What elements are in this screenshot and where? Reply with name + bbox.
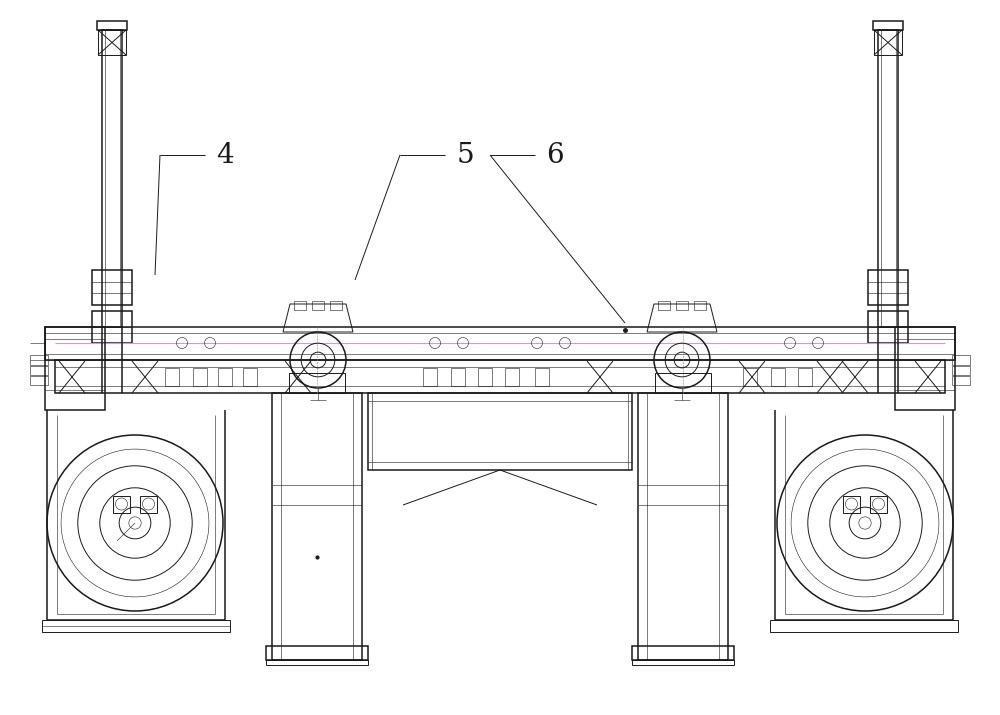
Bar xyxy=(694,301,706,310)
Bar xyxy=(165,368,179,386)
Bar xyxy=(535,368,549,386)
Bar xyxy=(952,355,970,365)
Bar xyxy=(873,21,903,30)
Bar xyxy=(294,301,306,310)
Bar xyxy=(330,301,342,310)
Bar xyxy=(30,366,48,375)
Bar xyxy=(798,368,812,386)
Bar xyxy=(658,301,670,310)
Bar xyxy=(266,660,368,665)
Text: 6: 6 xyxy=(546,142,564,169)
Text: 4: 4 xyxy=(216,142,234,169)
Bar xyxy=(30,376,48,385)
Bar xyxy=(113,496,130,513)
Bar xyxy=(193,368,207,386)
Bar xyxy=(478,368,492,386)
Bar xyxy=(98,30,126,55)
Bar xyxy=(632,660,734,665)
Bar xyxy=(638,393,728,660)
Bar xyxy=(45,327,955,360)
Bar xyxy=(952,376,970,385)
Bar xyxy=(771,368,785,386)
Bar xyxy=(97,21,127,30)
Bar xyxy=(870,496,887,513)
Bar xyxy=(92,270,132,305)
Bar xyxy=(102,30,122,327)
Bar xyxy=(676,301,688,310)
Bar xyxy=(266,646,368,660)
Bar xyxy=(243,368,257,386)
Bar xyxy=(55,360,945,393)
Bar xyxy=(218,368,232,386)
Bar xyxy=(655,373,711,393)
Bar xyxy=(423,368,437,386)
Bar xyxy=(770,620,958,632)
Bar xyxy=(632,646,734,660)
Bar xyxy=(843,496,860,513)
Bar xyxy=(45,327,105,410)
Bar xyxy=(743,368,757,386)
Bar xyxy=(368,393,632,470)
Bar xyxy=(895,327,955,410)
Bar xyxy=(272,393,362,660)
Bar xyxy=(868,270,908,305)
Bar xyxy=(451,368,465,386)
Bar xyxy=(289,373,345,393)
Bar xyxy=(952,366,970,375)
Bar xyxy=(30,355,48,365)
Bar xyxy=(874,30,902,55)
Bar xyxy=(505,368,519,386)
Bar xyxy=(140,496,157,513)
Bar xyxy=(868,311,908,343)
Bar xyxy=(42,620,230,632)
Bar xyxy=(312,301,324,310)
Text: 5: 5 xyxy=(456,142,474,169)
Bar xyxy=(92,311,132,343)
Bar xyxy=(878,30,898,327)
